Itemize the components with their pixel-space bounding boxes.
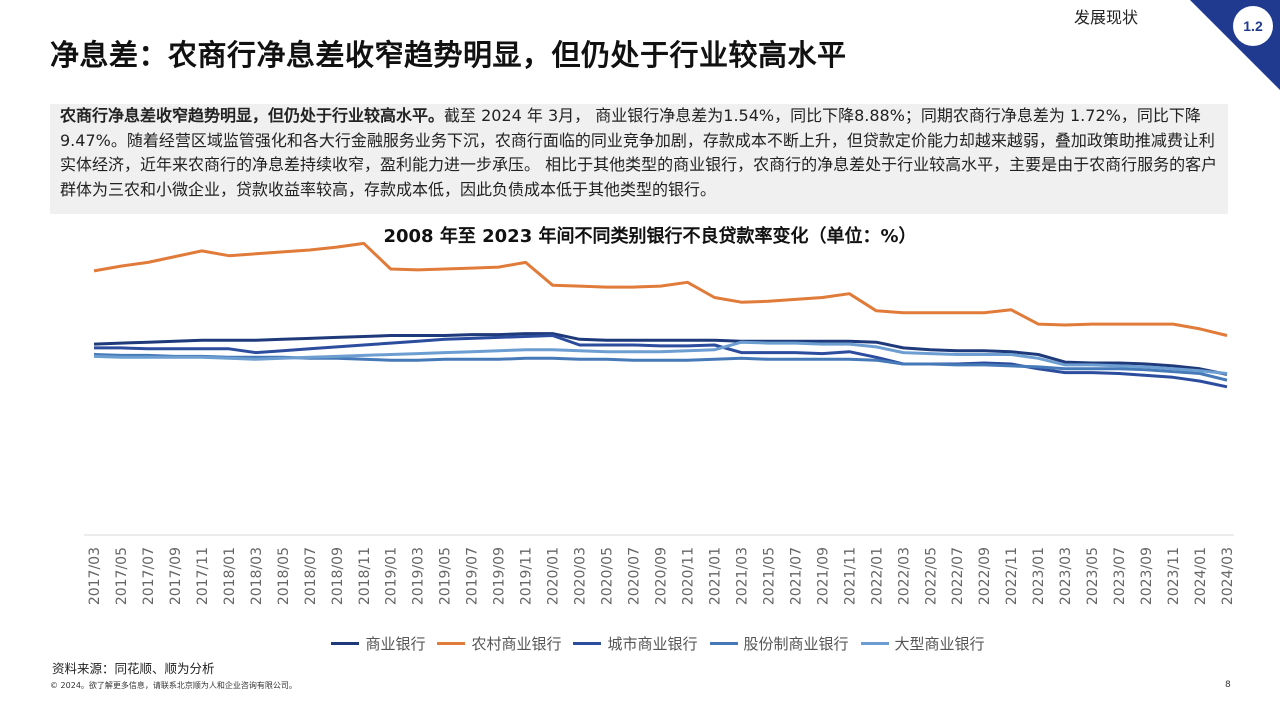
- x-tick-label: 2020/09: [654, 547, 670, 605]
- x-tick-label: 2019/05: [438, 547, 454, 605]
- x-tick-label: 2020/11: [680, 547, 696, 605]
- x-tick-label: 2019/07: [465, 547, 481, 605]
- x-tick-label: 2022/09: [977, 547, 993, 605]
- legend-item: 大型商业银行: [860, 633, 985, 654]
- x-tick-label: 2021/05: [761, 547, 777, 605]
- series-line: [93, 241, 1228, 337]
- source-note: 资料来源：同花顺、顺为分析: [52, 661, 215, 676]
- legend-item: 股份制商业银行: [709, 633, 849, 654]
- copyright: © 2024。欲了解更多信息，请联系北京顺为人和企业咨询有限公司。: [50, 681, 297, 690]
- x-tick-label: 2018/03: [249, 547, 265, 605]
- x-tick-label: 2018/05: [276, 547, 292, 605]
- x-tick-label: 2017/09: [168, 547, 184, 605]
- section-corner-badge: 1.2: [1190, 0, 1280, 90]
- corner-circle: [1233, 6, 1273, 46]
- legend-item: 商业银行: [331, 633, 425, 654]
- x-tick-label: 2019/03: [411, 547, 427, 605]
- page-number: 8: [1225, 680, 1231, 690]
- x-tick-label: 2020/07: [627, 547, 643, 605]
- legend-swatch: [437, 642, 466, 645]
- x-tick-label: 2019/11: [519, 547, 535, 605]
- chart-legend: 商业银行 农村商业银行 城市商业银行 股份制商业银行 大型商业银行: [0, 633, 1280, 654]
- x-tick-label: 2018/11: [357, 547, 373, 605]
- chart-title: 2008 年至 2023 年间不同类别银行不良贷款率变化（单位：%）: [383, 226, 917, 247]
- legend-item: 城市商业银行: [573, 633, 698, 654]
- page-title: 净息差：农商行净息差收窄趋势明显，但仍处于行业较高水平: [50, 38, 847, 72]
- x-tick-label: 2023/09: [1139, 547, 1155, 605]
- summary-box: 农商行净息差收窄趋势明显，但仍处于行业较高水平。截至 2024 年 3月， 商业…: [50, 104, 1228, 214]
- x-tick-label: 2022/05: [923, 547, 939, 605]
- x-tick-label: 2021/09: [815, 547, 831, 605]
- x-tick-label: 2022/01: [869, 547, 885, 605]
- x-tick-label: 2022/03: [896, 547, 912, 605]
- x-tick-label: 2019/09: [492, 547, 508, 605]
- x-tick-label: 2023/05: [1085, 547, 1101, 605]
- x-tick-label: 2024/03: [1220, 547, 1236, 605]
- x-tick-label: 2020/05: [600, 547, 616, 605]
- x-tick-label: 2020/03: [573, 547, 589, 605]
- x-tick-label: 2021/07: [788, 547, 804, 605]
- x-tick-label: 2021/01: [707, 547, 723, 605]
- series-line: [94, 334, 1228, 389]
- legend-swatch: [860, 642, 889, 645]
- legend-label: 大型商业银行: [894, 635, 985, 653]
- x-tick-label: 2023/03: [1058, 547, 1074, 605]
- legend-label: 商业银行: [365, 635, 426, 653]
- legend-swatch: [709, 642, 738, 645]
- x-tick-label: 2017/11: [195, 547, 211, 605]
- legend-swatch: [573, 642, 602, 645]
- legend-item: 农村商业银行: [437, 633, 561, 654]
- summary-lead: 农商行净息差收窄趋势明显，但仍处于行业较高水平。: [60, 106, 445, 125]
- x-tick-label: 2017/07: [141, 547, 157, 605]
- x-tick-label: 2022/11: [1004, 547, 1020, 605]
- x-tick-label: 2023/11: [1166, 547, 1182, 605]
- legend-label: 城市商业银行: [607, 635, 698, 653]
- x-tick-label: 2024/01: [1193, 547, 1209, 605]
- section-number: 1.2: [1243, 18, 1263, 34]
- series-line: [93, 332, 1228, 376]
- x-tick-label: 2018/09: [330, 547, 346, 605]
- x-tick-label: 2020/01: [546, 547, 562, 605]
- x-tick-label: 2017/05: [114, 547, 130, 605]
- line-chart: 2017/03 2017/05 2017/07 2017/09 2017/11 2018/…: [84, 241, 1236, 605]
- x-tick-label: 2018/07: [303, 547, 319, 605]
- summary-body: 截至 2024 年 3月， 商业银行净息差为1.54%，同比下降8.88%；同期…: [60, 106, 1218, 199]
- x-tick-label: 2022/07: [950, 547, 966, 605]
- series-line: [93, 340, 1228, 375]
- x-tick-label: 2019/01: [384, 547, 400, 605]
- x-tick-label: 2021/11: [842, 547, 858, 605]
- x-tick-label: 2021/03: [734, 547, 750, 605]
- legend-label: 农村商业银行: [471, 635, 562, 653]
- x-tick-label: 2023/01: [1031, 547, 1047, 605]
- legend-swatch: [331, 642, 360, 645]
- x-tick-label: 2018/01: [222, 547, 238, 605]
- legend-label: 股份制商业银行: [743, 635, 849, 653]
- section-tag: 发展现状: [1074, 8, 1139, 27]
- x-tick-label: 2017/03: [87, 547, 103, 605]
- x-tick-label: 2023/07: [1112, 547, 1128, 605]
